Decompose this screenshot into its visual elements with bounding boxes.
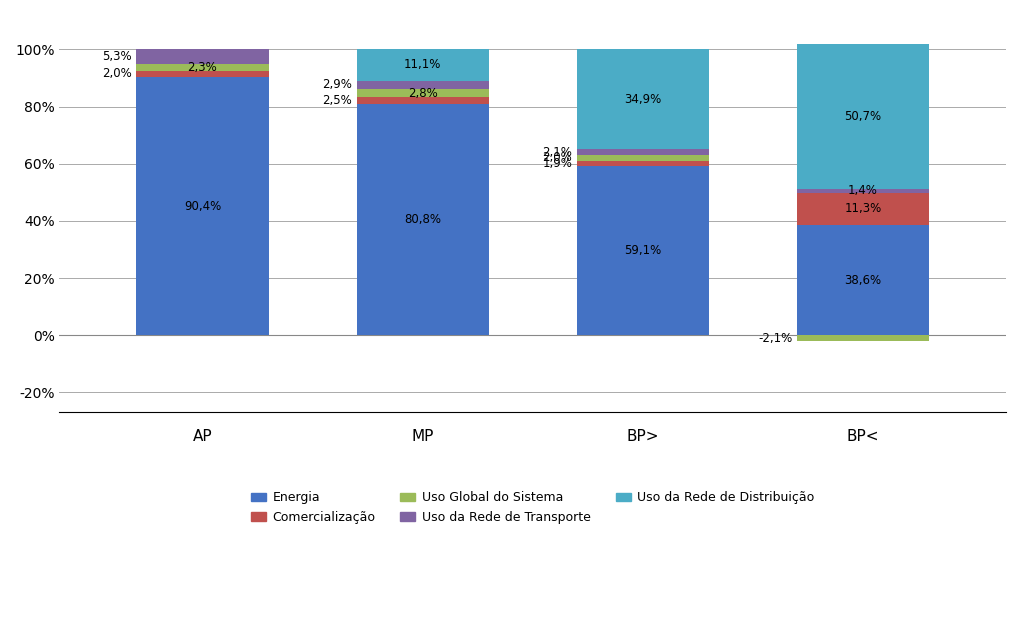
- Bar: [796, 44, 929, 189]
- Bar: [796, 225, 929, 336]
- Bar: [577, 155, 709, 161]
- Text: 59,1%: 59,1%: [624, 244, 662, 257]
- Text: 34,9%: 34,9%: [624, 93, 662, 106]
- Text: 5,3%: 5,3%: [102, 50, 132, 63]
- Bar: [577, 50, 709, 149]
- Bar: [796, 189, 929, 193]
- Bar: [356, 49, 489, 80]
- Text: 2,9%: 2,9%: [323, 79, 352, 91]
- Text: -2,1%: -2,1%: [759, 332, 792, 345]
- Text: 2,0%: 2,0%: [542, 151, 573, 164]
- Bar: [137, 64, 269, 71]
- Bar: [356, 89, 489, 97]
- Text: 80,8%: 80,8%: [404, 213, 441, 226]
- Text: 11,1%: 11,1%: [404, 59, 441, 71]
- Text: 2,5%: 2,5%: [323, 94, 352, 107]
- Text: 2,1%: 2,1%: [542, 146, 573, 158]
- Bar: [137, 50, 269, 64]
- Text: 11,3%: 11,3%: [844, 202, 881, 215]
- Text: 2,8%: 2,8%: [407, 86, 437, 100]
- Text: 1,9%: 1,9%: [542, 157, 573, 170]
- Text: 50,7%: 50,7%: [844, 109, 881, 122]
- Text: 2,3%: 2,3%: [188, 61, 217, 74]
- Bar: [796, 193, 929, 225]
- Bar: [577, 149, 709, 155]
- Bar: [356, 80, 489, 89]
- Bar: [356, 104, 489, 336]
- Text: 1,4%: 1,4%: [848, 184, 878, 197]
- Bar: [577, 166, 709, 336]
- Text: 90,4%: 90,4%: [184, 200, 222, 213]
- Legend: Energia, Comercialização, Uso Global do Sistema, Uso da Rede de Transporte, Uso : Energia, Comercialização, Uso Global do …: [246, 486, 819, 529]
- Text: 2,0%: 2,0%: [102, 68, 132, 80]
- Bar: [796, 336, 929, 341]
- Bar: [137, 77, 269, 336]
- Bar: [356, 97, 489, 104]
- Bar: [577, 161, 709, 166]
- Text: 38,6%: 38,6%: [844, 274, 881, 287]
- Bar: [137, 71, 269, 77]
